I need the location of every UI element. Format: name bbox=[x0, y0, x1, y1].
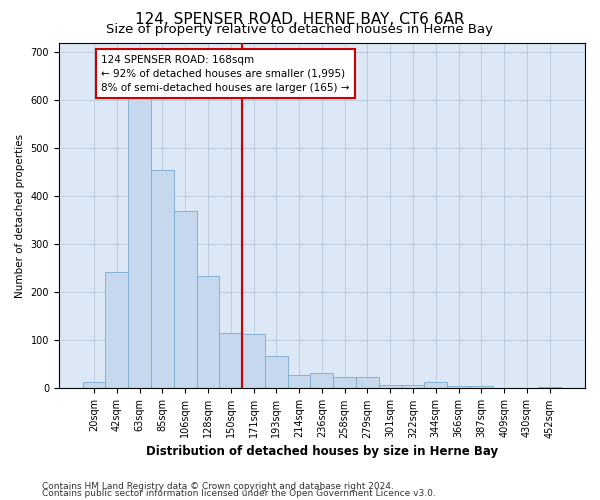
Bar bbox=[288, 375, 310, 388]
Bar bbox=[174, 210, 197, 388]
Bar bbox=[470, 386, 493, 388]
Bar bbox=[265, 356, 288, 388]
Text: 124 SPENSER ROAD: 168sqm
← 92% of detached houses are smaller (1,995)
8% of semi: 124 SPENSER ROAD: 168sqm ← 92% of detach… bbox=[101, 54, 349, 92]
Bar bbox=[197, 276, 220, 388]
Bar bbox=[333, 378, 356, 388]
Y-axis label: Number of detached properties: Number of detached properties bbox=[15, 134, 25, 298]
Text: 124, SPENSER ROAD, HERNE BAY, CT6 6AR: 124, SPENSER ROAD, HERNE BAY, CT6 6AR bbox=[135, 12, 465, 28]
Bar bbox=[401, 384, 424, 388]
Bar bbox=[310, 372, 333, 388]
Text: Size of property relative to detached houses in Herne Bay: Size of property relative to detached ho… bbox=[107, 22, 493, 36]
Bar bbox=[220, 333, 242, 388]
Bar bbox=[151, 170, 174, 388]
Bar bbox=[242, 334, 265, 388]
X-axis label: Distribution of detached houses by size in Herne Bay: Distribution of detached houses by size … bbox=[146, 444, 498, 458]
Text: Contains public sector information licensed under the Open Government Licence v3: Contains public sector information licen… bbox=[42, 489, 436, 498]
Bar bbox=[424, 382, 447, 388]
Bar bbox=[356, 378, 379, 388]
Bar bbox=[538, 386, 561, 388]
Bar bbox=[128, 88, 151, 388]
Bar bbox=[447, 386, 470, 388]
Bar bbox=[83, 382, 106, 388]
Bar bbox=[379, 384, 401, 388]
Text: Contains HM Land Registry data © Crown copyright and database right 2024.: Contains HM Land Registry data © Crown c… bbox=[42, 482, 394, 491]
Bar bbox=[106, 272, 128, 388]
